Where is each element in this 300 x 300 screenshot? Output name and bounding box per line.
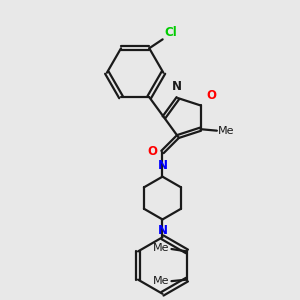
Text: N: N <box>158 160 168 172</box>
Text: Cl: Cl <box>164 26 177 39</box>
Text: O: O <box>206 89 217 102</box>
Text: Me: Me <box>153 243 170 254</box>
Text: O: O <box>147 145 157 158</box>
Text: N: N <box>171 80 182 93</box>
Text: Me: Me <box>218 126 235 136</box>
Text: N: N <box>158 224 168 237</box>
Text: Me: Me <box>153 276 170 286</box>
